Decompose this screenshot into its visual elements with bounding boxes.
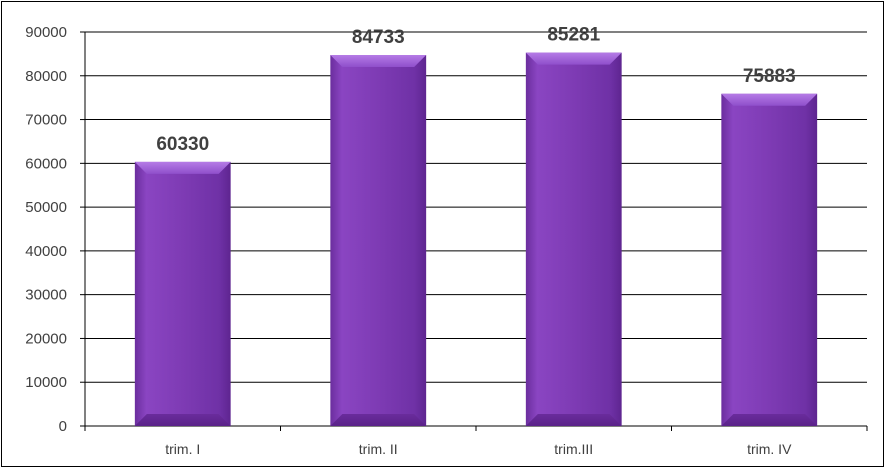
x-tick-label: trim. II xyxy=(359,441,398,457)
y-tick-label: 40000 xyxy=(25,243,67,260)
y-tick-label: 80000 xyxy=(25,68,67,85)
bar-bottom-bevel xyxy=(525,414,622,426)
bar xyxy=(134,161,231,426)
y-tick-label: 50000 xyxy=(25,199,67,216)
bar-top-bevel xyxy=(525,52,622,65)
labels: 60330 trim. I 84733 trim. II 85281 trim.III 75… xyxy=(156,25,795,457)
y-tick-label: 10000 xyxy=(25,374,67,391)
bar-bottom-bevel xyxy=(721,414,818,426)
y-tick-label: 0 xyxy=(59,418,67,435)
bars xyxy=(134,52,818,427)
y-tick-label: 20000 xyxy=(25,330,67,347)
bar-body xyxy=(525,52,622,427)
y-tick-label: 30000 xyxy=(25,287,67,304)
axes: 0 10000 20000 30000 40000 50000 60000 70000 8000… xyxy=(25,24,868,435)
data-label: 85281 xyxy=(547,25,600,46)
y-tick-label: 90000 xyxy=(25,24,67,41)
bar-top-bevel xyxy=(721,93,818,106)
bar xyxy=(330,55,427,427)
bar-bottom-bevel xyxy=(330,414,427,426)
x-tick-label: trim. IV xyxy=(747,441,792,457)
bar xyxy=(721,93,818,426)
bar-top-bevel xyxy=(134,161,231,174)
data-label: 60330 xyxy=(156,134,209,155)
data-label: 75883 xyxy=(743,66,796,87)
x-tick-label: trim.III xyxy=(554,441,593,457)
bar-body xyxy=(330,55,427,427)
data-label: 84733 xyxy=(352,27,405,48)
y-tick-label: 60000 xyxy=(25,155,67,172)
bar-bottom-bevel xyxy=(134,414,231,426)
bar xyxy=(525,52,622,427)
bar-body xyxy=(134,161,231,426)
bar-body xyxy=(721,93,818,426)
y-tick-label: 70000 xyxy=(25,112,67,129)
bar-top-bevel xyxy=(330,55,427,68)
x-tick-label: trim. I xyxy=(165,441,200,457)
